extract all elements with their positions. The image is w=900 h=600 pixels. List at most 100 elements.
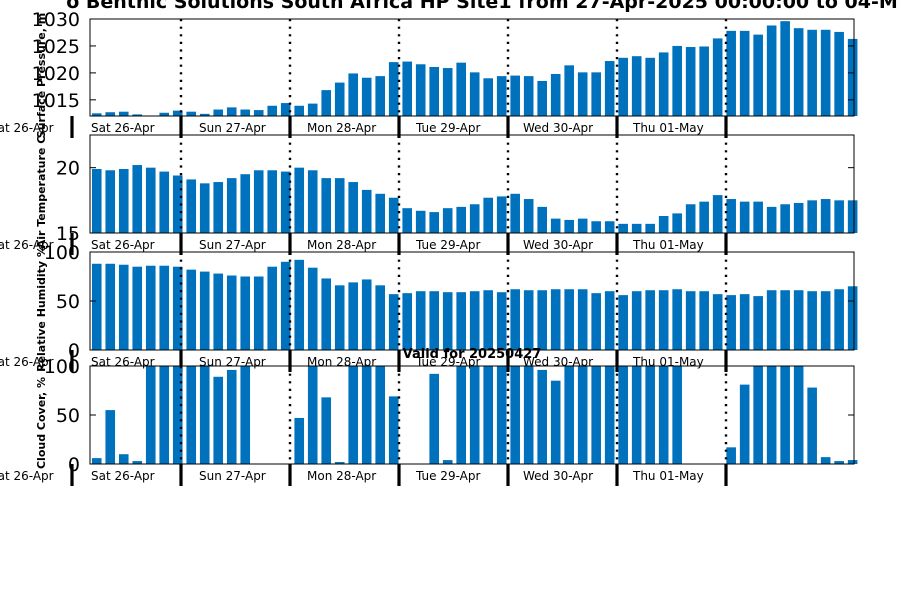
bar-3-37: [577, 289, 588, 350]
panel-4: Sat 26-Apr Sat 26-Apr Sun 27-Apr Mon 28-Apr…: [0, 347, 858, 486]
day-label-1-4: Mon 28-Apr: [307, 121, 376, 135]
bar-4-42: [645, 366, 655, 464]
bar-2-46: [699, 201, 709, 233]
bar-1-19: [334, 82, 345, 116]
bar-1-51: [766, 25, 777, 116]
bar-1-39: [604, 61, 615, 116]
bar-2-1: [91, 168, 102, 233]
bar-2-6: [159, 171, 170, 233]
ytick-label-4-3: 100: [44, 356, 80, 378]
bar-4-27: [442, 460, 453, 464]
bar-1-35: [550, 73, 561, 116]
bar-3-34: [537, 290, 547, 350]
bar-1-18: [321, 90, 332, 116]
bar-3-8: [186, 269, 197, 350]
bar-1-57: [847, 38, 858, 116]
bar-2-9: [199, 183, 210, 233]
bar-3-32: [510, 289, 520, 350]
bar-4-43: [658, 366, 669, 464]
bar-1-41: [631, 56, 642, 116]
bar-1-12: [240, 109, 251, 116]
bar-1-6: [159, 112, 170, 116]
day-label-4-3: Sun 27-Apr: [199, 469, 266, 483]
bar-2-26: [429, 212, 439, 233]
bar-1-8: [186, 111, 197, 116]
bar-4-22: [375, 366, 386, 464]
bar-3-47: [712, 294, 723, 350]
bar-2-20: [348, 182, 359, 233]
bar-3-4: [132, 266, 143, 350]
bar-3-14: [267, 266, 278, 350]
bar-4-37: [577, 366, 588, 464]
bar-4-6: [159, 366, 170, 464]
bar-3-35: [550, 289, 561, 350]
bar-2-15: [280, 171, 291, 233]
ylabel-2: Air Temperature C: [35, 136, 48, 249]
bar-3-21: [361, 279, 372, 350]
bar-4-7: [172, 366, 183, 464]
bar-2-51: [766, 206, 777, 233]
bar-4-16: [294, 417, 305, 464]
bar-1-54: [807, 29, 817, 117]
bar-1-30: [483, 78, 493, 116]
bar-4-8: [186, 366, 197, 464]
bar-2-3: [118, 168, 129, 233]
bar-4-1: [91, 458, 102, 464]
bar-1-1: [91, 113, 102, 116]
bar-3-39: [604, 291, 615, 350]
bar-3-28: [456, 292, 466, 350]
bar-1-14: [267, 105, 278, 116]
bar-4-12: [240, 366, 251, 464]
bar-1-26: [429, 66, 439, 116]
bar-2-33: [523, 199, 534, 233]
ylabel-3: Relative Humidity %: [35, 246, 48, 372]
ytick-label-1-2: 1020: [32, 63, 80, 85]
bar-3-43: [658, 290, 669, 350]
bar-2-27: [442, 208, 453, 233]
bar-4-49: [739, 384, 750, 464]
plot-frame-2: [89, 134, 855, 234]
bar-1-55: [820, 29, 831, 117]
bar-4-18: [321, 397, 332, 464]
bar-4-55: [820, 457, 831, 464]
bar-4-40: [618, 366, 628, 464]
bar-3-13: [253, 276, 264, 350]
bar-3-3: [118, 264, 129, 350]
bar-1-25: [415, 64, 426, 116]
bar-2-57: [847, 200, 858, 233]
bar-2-17: [307, 170, 318, 233]
panel-2: Sat 26-Apr Sat 26-Apr Sun 27-Apr Mon 28-Apr…: [0, 134, 858, 255]
chart-title: o Benthic Solutions South Africa HP Site…: [66, 0, 898, 13]
day-label-1-1: Sat 26-Apr: [0, 121, 54, 135]
bar-2-32: [510, 193, 520, 233]
bar-1-28: [456, 62, 466, 116]
bar-4-48: [726, 447, 736, 464]
bar-1-11: [226, 107, 237, 116]
bar-4-29: [469, 366, 480, 464]
bar-3-42: [645, 290, 655, 350]
bar-1-43: [658, 52, 669, 116]
bar-3-20: [348, 282, 359, 350]
bar-3-23: [388, 294, 399, 350]
bar-4-38: [591, 366, 601, 464]
bar-4-20: [348, 366, 359, 464]
bar-2-47: [712, 195, 723, 233]
bar-3-5: [145, 265, 156, 350]
bar-1-29: [469, 72, 480, 116]
bar-1-23: [388, 62, 399, 116]
bar-2-49: [739, 201, 750, 233]
bar-3-38: [591, 293, 601, 350]
bar-4-54: [807, 387, 817, 464]
bar-2-13: [253, 170, 264, 233]
ytick-label-3-2: 50: [56, 291, 80, 313]
bar-3-36: [564, 289, 574, 350]
bar-3-50: [753, 296, 763, 350]
bar-3-2: [105, 263, 116, 350]
bar-4-56: [834, 461, 844, 464]
bar-4-50: [753, 366, 763, 464]
bar-1-2: [105, 112, 116, 116]
bar-2-23: [388, 197, 399, 233]
ytick-label-1-3: 1025: [32, 36, 80, 58]
bar-2-56: [834, 200, 844, 233]
bar-2-4: [132, 165, 143, 233]
